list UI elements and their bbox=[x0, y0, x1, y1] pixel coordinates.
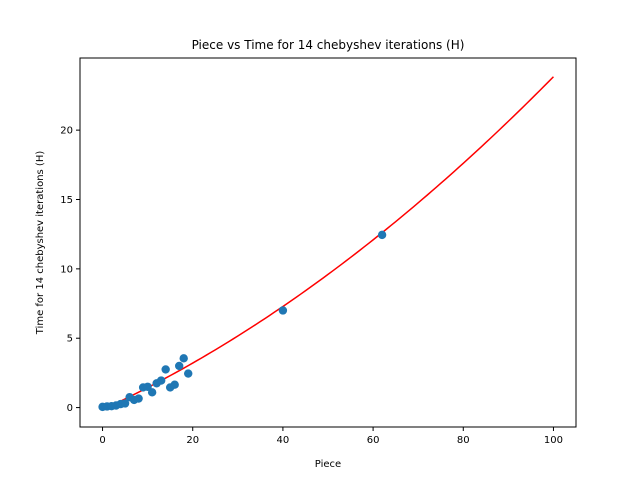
scatter-point bbox=[184, 369, 193, 378]
x-tick-label: 0 bbox=[99, 435, 105, 446]
scatter-point bbox=[161, 365, 170, 374]
scatter-point bbox=[179, 354, 188, 363]
x-tick-label: 100 bbox=[544, 435, 563, 446]
x-axis-label: Piece bbox=[315, 459, 341, 470]
scatter-point bbox=[156, 376, 166, 385]
chart-title: Piece vs Time for 14 chebyshev iteration… bbox=[192, 38, 465, 52]
scatter-point bbox=[278, 306, 288, 315]
scatter-point bbox=[134, 394, 143, 403]
y-axis-label: Time for 14 chebyshev iterations (H) bbox=[35, 151, 46, 336]
y-tick-label: 0 bbox=[67, 403, 73, 414]
plot-frame bbox=[79, 57, 577, 428]
fit-line bbox=[102, 76, 554, 411]
x-axis-ticks: 0 20 40 60 80 100 bbox=[99, 427, 563, 446]
scatter-point bbox=[147, 388, 157, 397]
data-marks bbox=[98, 76, 554, 412]
y-tick-label: 20 bbox=[60, 126, 73, 137]
y-tick-label: 10 bbox=[60, 264, 73, 275]
x-tick-label: 80 bbox=[457, 435, 470, 446]
scatter-point bbox=[377, 230, 387, 240]
y-axis-ticks: 0 5 10 15 20 bbox=[60, 126, 80, 414]
scatter-point bbox=[175, 361, 184, 371]
scatter-point bbox=[120, 399, 130, 408]
x-tick-label: 40 bbox=[277, 435, 290, 446]
x-tick-label: 20 bbox=[186, 435, 199, 446]
y-tick-label: 15 bbox=[60, 195, 73, 206]
x-tick-label: 60 bbox=[367, 435, 380, 446]
y-tick-label: 5 bbox=[67, 334, 73, 345]
scatter-point bbox=[170, 380, 179, 389]
scatter-point bbox=[143, 382, 152, 391]
